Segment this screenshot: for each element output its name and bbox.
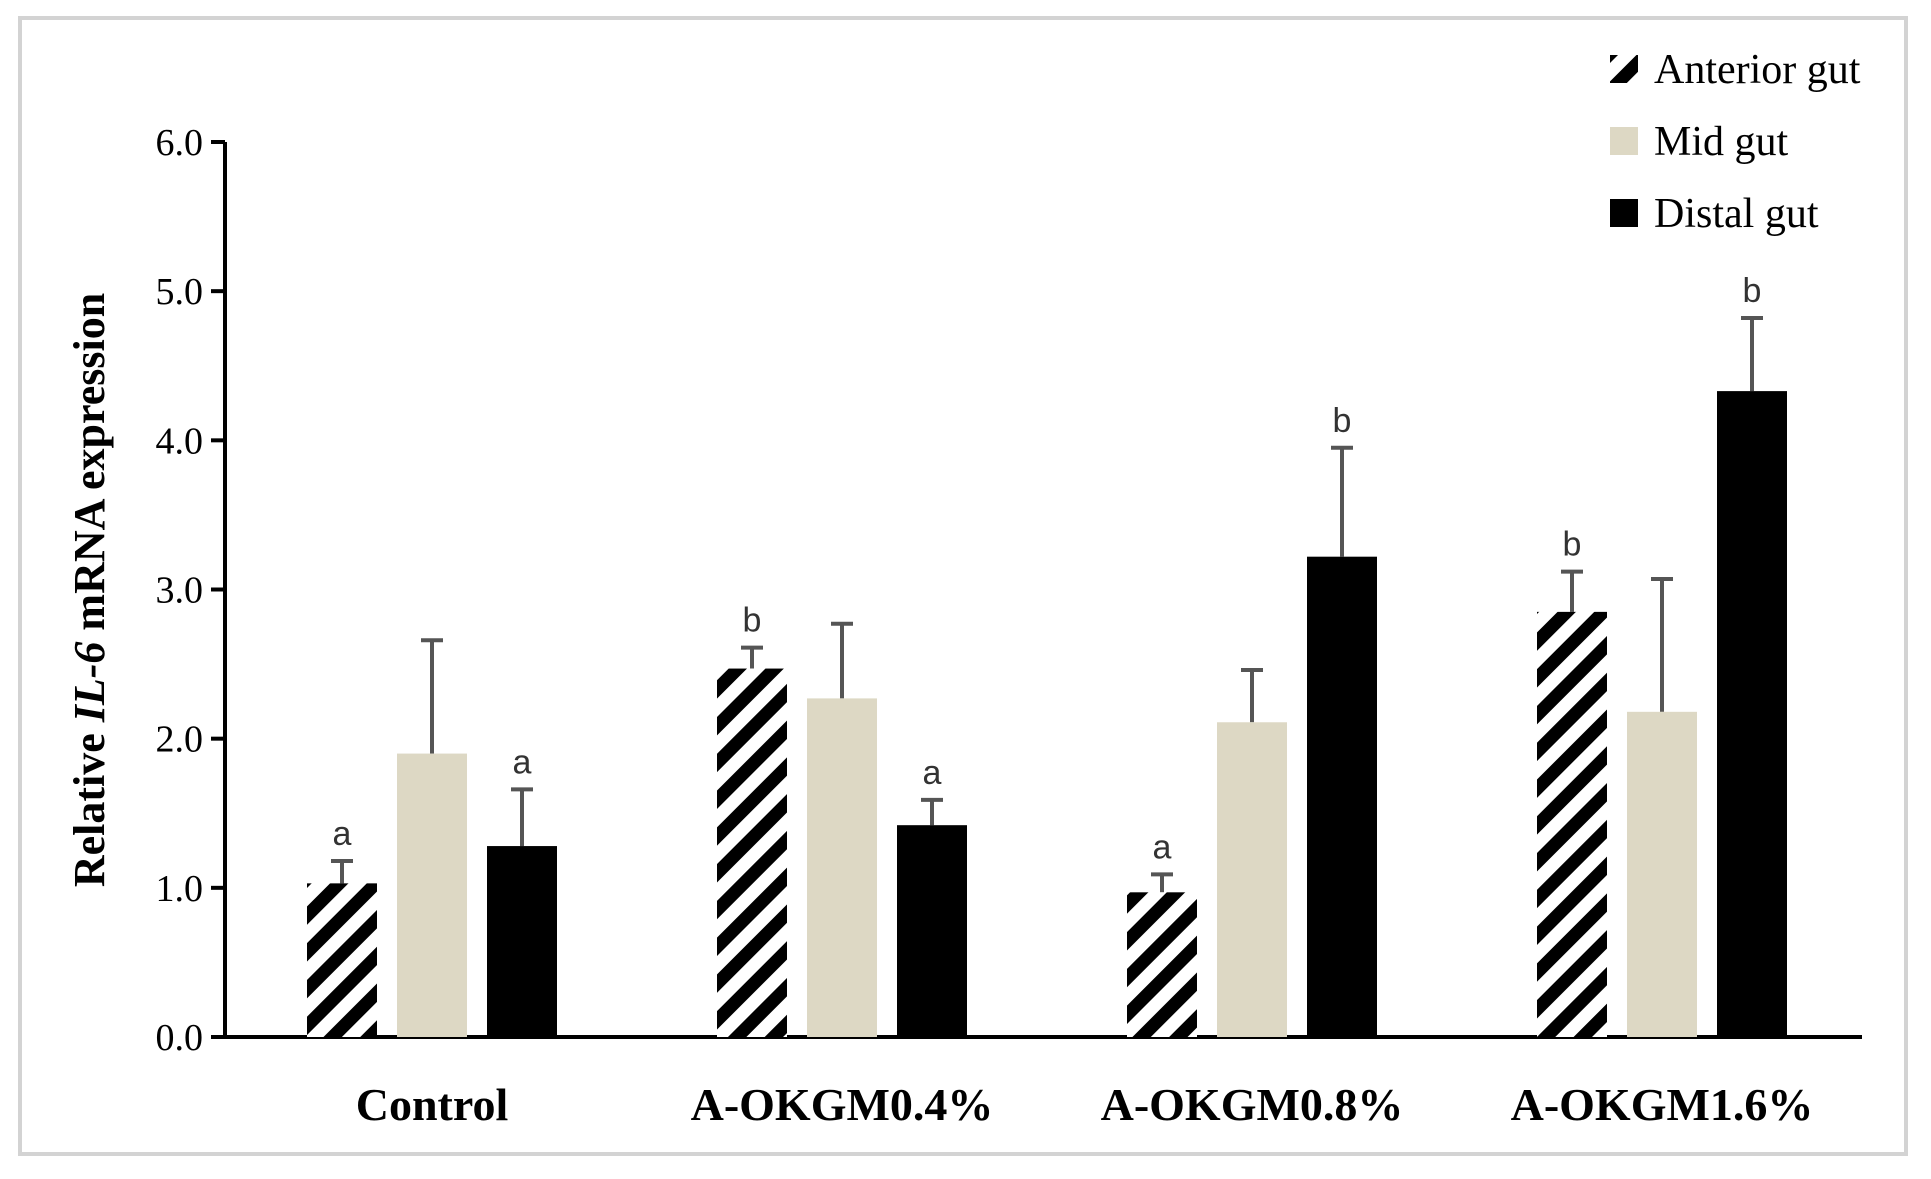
- bar: [1217, 722, 1287, 1037]
- y-tick-label: 2.0: [156, 719, 204, 761]
- legend-swatch: [1610, 127, 1638, 155]
- bar: [397, 753, 467, 1037]
- bar: [487, 846, 557, 1037]
- significance-label: a: [1153, 828, 1172, 866]
- legend-label: Mid gut: [1654, 119, 1789, 165]
- legend-label: Anterior gut: [1654, 47, 1861, 93]
- significance-label: b: [1563, 526, 1582, 564]
- bar: [307, 883, 377, 1037]
- bar: [897, 825, 967, 1037]
- x-category-label: A-OKGM1.6%: [1511, 1079, 1814, 1130]
- bar: [1627, 711, 1697, 1037]
- y-tick-label: 6.0: [156, 122, 204, 164]
- y-tick-label: 5.0: [156, 271, 204, 313]
- legend-swatch: [1610, 199, 1638, 227]
- x-category-label: A-OKGM0.4%: [691, 1079, 994, 1130]
- significance-label: a: [513, 743, 532, 781]
- significance-label: a: [333, 815, 352, 853]
- x-category-label: Control: [356, 1079, 509, 1130]
- bar: [717, 668, 787, 1037]
- legend: Anterior gut Mid gut Distal gut: [1610, 47, 1861, 237]
- bar: [1717, 391, 1787, 1037]
- y-tick-label: 0.0: [156, 1017, 204, 1059]
- legend-swatch: [1610, 55, 1638, 83]
- y-tick-label: 4.0: [156, 420, 204, 462]
- significance-label: b: [1333, 402, 1352, 440]
- significance-label: a: [923, 754, 942, 792]
- significance-label: b: [1743, 272, 1762, 310]
- y-tick-label: 3.0: [156, 570, 204, 612]
- x-category-label: A-OKGM0.8%: [1101, 1079, 1404, 1130]
- y-tick-label: 1.0: [156, 868, 204, 910]
- bars: a b a b a a b b: [307, 272, 1787, 1037]
- bar: [1307, 556, 1377, 1037]
- bar: [1537, 611, 1607, 1037]
- y-axis-label: Relative IL-6 mRNA expression: [65, 293, 114, 887]
- bar: [1127, 892, 1197, 1037]
- bar: [807, 698, 877, 1037]
- significance-label: b: [743, 602, 762, 640]
- legend-label: Distal gut: [1654, 191, 1819, 237]
